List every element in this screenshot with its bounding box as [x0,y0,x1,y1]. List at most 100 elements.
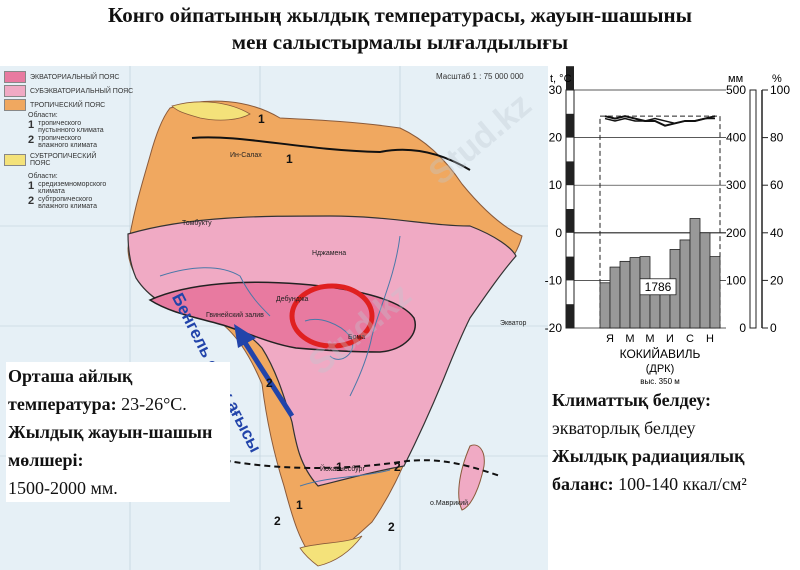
station-country: (ДРК) [646,363,675,375]
legend-regions-2: Области: [28,173,58,180]
temp-tick-label: 20 [549,131,563,145]
temp-tick-label: -10 [545,273,563,287]
precip-bar [709,256,721,329]
map-legend: ЭКВАТОРИАЛЬНЫЙ ПОЯС СУБЭКВАТОРИАЛЬНЫЙ ПО… [4,70,184,211]
precip-bar [689,218,701,329]
precip-bar [599,282,611,329]
chart-frame [599,115,721,329]
temperature-line [604,115,716,127]
precip-tick-label: 0 [739,321,746,335]
swatch-subequatorial [4,85,26,97]
swatch-equatorial [4,71,26,83]
rainfall-value: 1500-2000 мм. [8,478,118,498]
place-mauritius: о.Маврикий [430,500,469,507]
place-ndjamena: Нджамена [312,250,347,257]
left-info-panel: Орташа айлық температура: 23-26°C. Жылды… [6,362,230,502]
zone-number: 1 [296,498,303,512]
precip-bar [679,239,691,329]
legend-trop2: тропического влажного климата [38,135,98,149]
legend-trop1-num: 1 [28,119,35,131]
precip-tick-label: 100 [726,273,746,287]
swatch-subtropical [4,154,26,166]
climate-belt-value: экваторлық белдеу [552,418,696,438]
month-label: М [645,333,654,345]
zone-number: 2 [266,376,273,390]
humidity-line [604,117,715,125]
month-label: Я [606,333,614,345]
place-gulf: Гвинейский залив [206,312,264,319]
zone-number: 1 [286,152,293,166]
radiation-balance-label: Жылдық радиациялық баланс: [552,446,745,494]
legend-equatorial: ЭКВАТОРИАЛЬНЫЙ ПОЯС [30,73,120,81]
place-equator: Экватор [500,320,527,327]
temp-axis-segment [566,209,574,233]
station-altitude: выс. 350 м [640,377,680,386]
congo-basin-highlight [289,283,375,349]
place-in-salah: Ин-Салах [230,152,262,159]
legend-subequatorial: СУБЭКВАТОРИАЛЬНЫЙ ПОЯС [30,87,134,95]
month-label: Н [706,333,714,345]
station-name: КОКИЙАВИЛЬ [620,346,701,361]
madagascar [458,444,485,511]
temp-axis-segment [566,256,574,281]
temp-tick-label: 10 [549,178,563,192]
month-label: М [625,333,634,345]
precip-bar [609,266,621,329]
temp-axis-segment [566,161,574,186]
legend-sub1-num: 1 [28,180,35,192]
rivers [159,235,401,487]
rainfall-label: Жылдық жауын-шашын мөлшері: [8,422,213,470]
legend-subtropical: СУБТРОПИЧЕСКИЙ ПОЯС [30,153,97,167]
zone-number: 2 [274,514,281,528]
temp-tick-label: 0 [555,226,562,240]
benguela-current-arrow [234,324,295,418]
month-label: С [686,333,694,345]
temp-axis-segment [566,113,574,138]
precip-bar [659,291,671,329]
precip-bar [619,260,631,329]
temp-axis-segment [566,304,574,328]
temp-tick-label: 30 [549,83,563,97]
precip-bar [629,257,641,329]
legend-trop1: тропического пустынного климата [38,120,104,134]
humidity-tick-label: 20 [770,273,784,287]
month-label: И [666,333,674,345]
zone-number: 2 [394,460,401,474]
place-boma: Бома [348,334,366,341]
legend-sub1: средиземноморского климата [38,181,107,195]
precip-bar [699,232,711,329]
precip-tick-label: 300 [726,178,746,192]
legend-trop2-num: 2 [28,134,35,146]
zone-number: 2 [388,520,395,534]
climate-belt-label: Климаттық белдеу: [552,390,712,410]
humidity-tick-label: 40 [770,226,784,240]
temp-axis-segment [566,66,574,90]
subtropical-north [171,101,251,121]
title-line-2: мен салыстырмалы ылғалдылығы [231,30,569,54]
legend-sub2: субтропического влажного климата [38,196,98,210]
precip-tick-label: 200 [726,226,746,240]
map-scale: Масштаб 1 : 75 000 000 [436,72,524,81]
precip-axis-bar [749,89,757,329]
right-info-panel: Климаттық белдеу: экваторлық белдеу Жылд… [552,386,798,498]
legend-tropical: ТРОПИЧЕСКИЙ ПОЯС [30,101,106,109]
humidity-axis-unit: % [772,73,782,85]
place-johannesburg: Йоханнесбург [320,466,366,473]
place-timbuktu: Томбукту [182,220,212,227]
legend-regions-1: Области: [28,112,58,119]
temperature-label: Орташа айлық температура: [8,366,133,414]
subtropical-south [299,535,363,567]
humidity-tick-label: 100 [770,83,790,97]
precip-axis-unit: мм [728,73,743,85]
place-debuncha: Дебунджа [276,296,309,303]
temp-tick-label: -20 [545,321,563,335]
legend-sub2-num: 2 [28,195,35,207]
precip-tick-label: 400 [726,131,746,145]
zone-number: 1 [258,112,265,126]
annual-total-box [639,278,677,296]
temp-axis-unit: t, °C [550,73,572,85]
annual-total-label: 1786 [645,280,672,294]
precip-tick-label: 500 [726,83,746,97]
humidity-tick-label: 60 [770,178,784,192]
